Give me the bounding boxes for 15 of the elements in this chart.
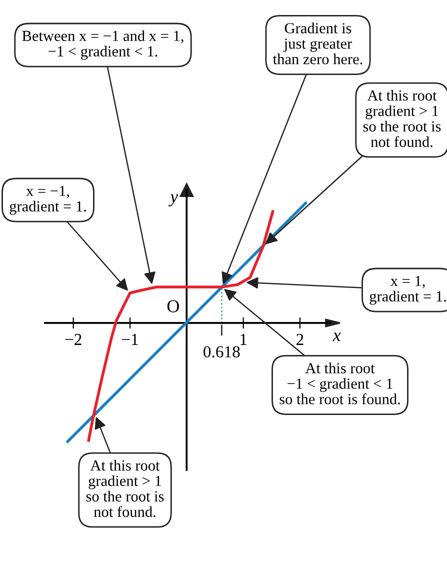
x-tick-label: −1: [122, 334, 138, 345]
y-axis-title: y: [168, 194, 178, 206]
x-tick-label: 2: [296, 334, 304, 345]
annotation: x = −1, gradient = 1.: [10, 186, 86, 215]
annotation: At this root gradient > 1 so the root is not found.: [363, 90, 441, 148]
x-axis-title: x: [332, 332, 341, 342]
x-tick-label: −2: [65, 334, 82, 345]
annotation: At this root gradient > 1 so the root is not found.: [86, 460, 164, 518]
x-tick-label: 1: [240, 334, 246, 345]
annotation: x = 1, gradient = 1.: [370, 276, 446, 305]
ref-line-label: 0.618: [204, 346, 240, 358]
annotation: O: [167, 300, 179, 312]
annotation: Between x = −1 and x = 1, −1 < gradient < 1.: [22, 30, 184, 60]
annotation: Gradient is just greater than zero here.: [272, 22, 362, 64]
annotation: At this root −1 < gradient < 1 so the root is found.: [280, 362, 400, 404]
